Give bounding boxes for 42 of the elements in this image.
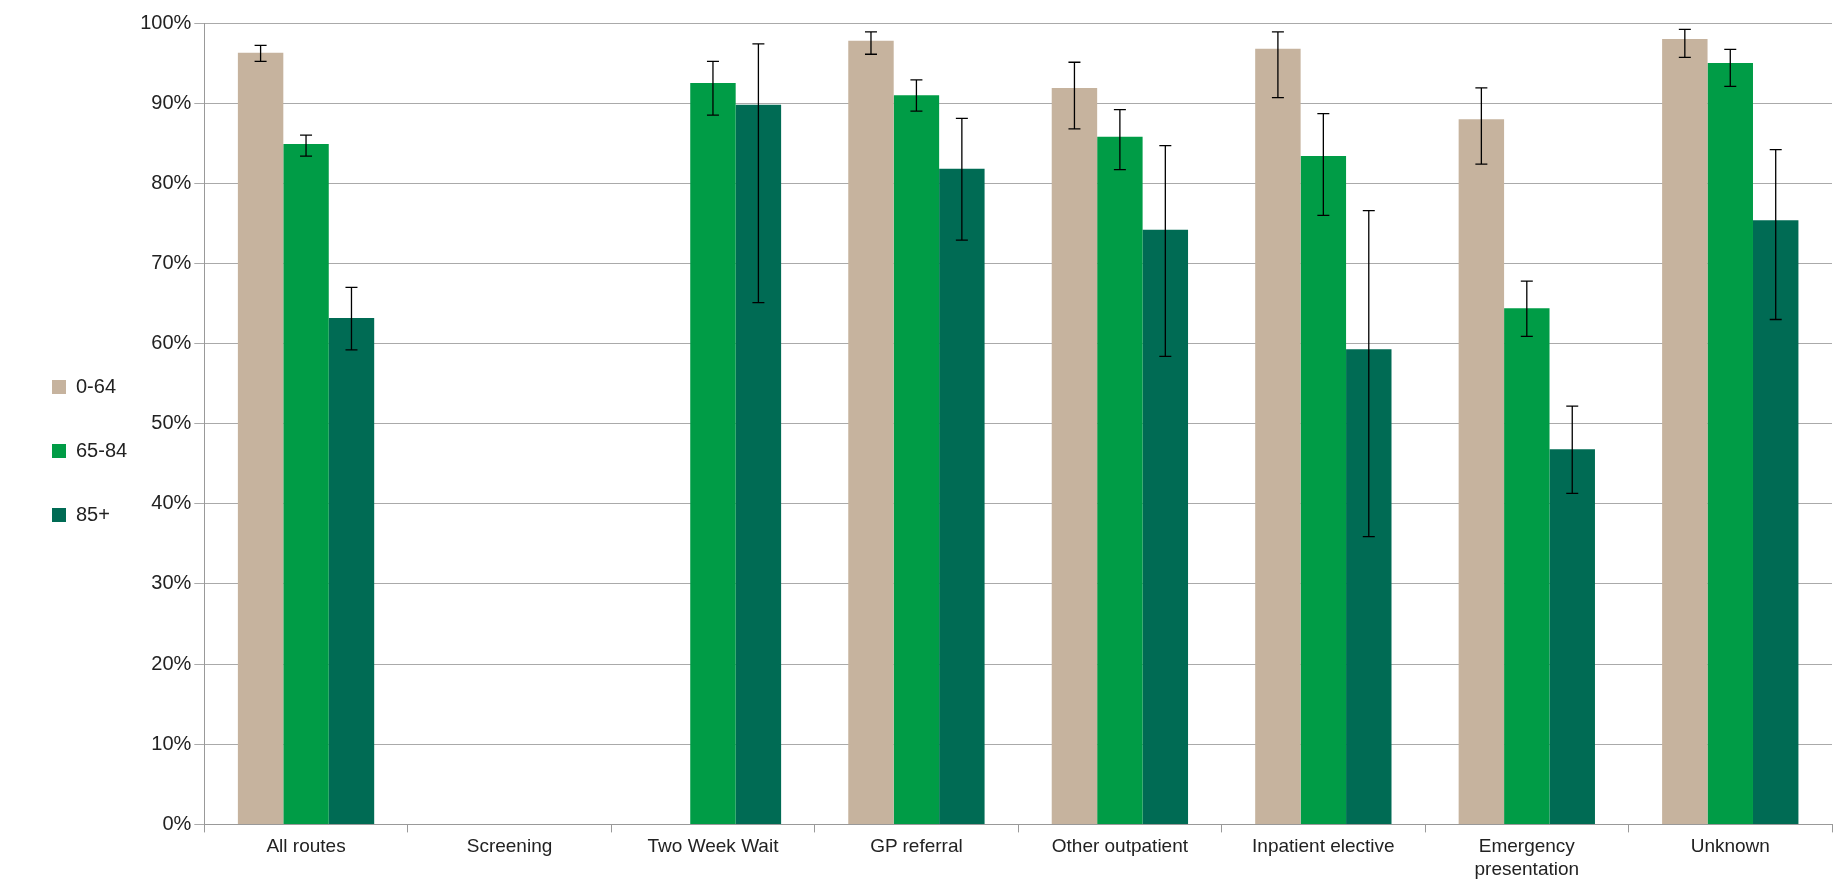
y-tick-label: 30%	[151, 571, 192, 594]
bar	[1707, 63, 1753, 824]
x-tick-label: GP referral	[870, 835, 963, 857]
bar	[1458, 119, 1505, 824]
y-tick-label: 60%	[151, 331, 192, 354]
y-tick-label: 80%	[151, 170, 192, 193]
bar	[893, 95, 940, 824]
x-tick-label: Two Week Wait	[647, 835, 780, 857]
legend-label: 65-84	[76, 438, 128, 461]
bar	[735, 104, 782, 824]
bar	[1255, 48, 1301, 824]
x-tick-label: Other outpatient	[1051, 835, 1189, 857]
x-tick-label: Unknown	[1690, 835, 1770, 857]
y-tick-label: 70%	[151, 250, 192, 273]
bar	[1752, 220, 1799, 824]
bar	[1504, 308, 1550, 824]
bar	[237, 52, 284, 824]
x-tick-label: Screening	[466, 835, 553, 857]
legend-label: 85+	[76, 502, 110, 525]
y-tick-label: 10%	[151, 731, 192, 754]
y-tick-label: 20%	[151, 651, 192, 674]
bar	[939, 168, 985, 824]
bar	[1142, 229, 1189, 824]
x-tick-label: Emergency presentation	[1474, 835, 1580, 879]
y-tick-label: 100%	[140, 10, 192, 33]
bar	[848, 40, 894, 824]
bar	[283, 144, 329, 824]
x-tick-label: All routes	[266, 835, 346, 857]
bar	[328, 317, 375, 824]
y-tick-label: 0%	[162, 811, 192, 834]
x-tick-label: Inpatient elective	[1252, 835, 1395, 857]
bar	[1051, 87, 1098, 824]
bar	[1346, 349, 1392, 824]
bar	[1300, 156, 1347, 824]
bar	[1097, 136, 1143, 824]
legend-label: 0-64	[76, 374, 117, 397]
y-tick-label: 50%	[151, 411, 192, 434]
y-tick-label: 40%	[151, 491, 192, 514]
bar	[690, 83, 736, 824]
bar	[1549, 449, 1595, 824]
bar	[1662, 39, 1708, 824]
y-tick-label: 90%	[151, 90, 192, 113]
